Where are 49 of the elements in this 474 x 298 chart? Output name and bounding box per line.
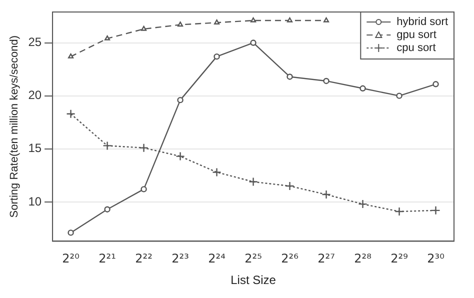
point bbox=[102, 141, 112, 150]
point bbox=[178, 22, 184, 27]
point bbox=[140, 186, 147, 192]
legend-label: hybrid sort bbox=[396, 16, 448, 28]
point bbox=[431, 206, 440, 216]
legend-label: cpu sort bbox=[396, 42, 436, 54]
x-tick-label: 2²⁶ bbox=[281, 252, 299, 266]
point bbox=[250, 40, 256, 46]
point bbox=[66, 109, 76, 118]
x-tick-label: 2³⁰ bbox=[427, 252, 445, 266]
point bbox=[250, 17, 256, 22]
x-axis-title: List Size bbox=[230, 273, 276, 288]
point bbox=[286, 74, 293, 80]
x-tick-label: 2²² bbox=[135, 252, 153, 266]
point bbox=[139, 143, 148, 152]
point bbox=[323, 78, 330, 84]
x-tick-label: 2²⁰ bbox=[62, 252, 80, 266]
point bbox=[358, 199, 368, 209]
x-tick-label: 2²⁷ bbox=[318, 252, 336, 266]
point bbox=[287, 17, 293, 22]
x-tick-label: 2²⁸ bbox=[354, 252, 372, 266]
point bbox=[212, 168, 222, 177]
y-tick-label: 10 bbox=[28, 194, 42, 208]
x-tick-label: 2²⁵ bbox=[244, 252, 262, 266]
point bbox=[141, 26, 147, 31]
x-tick-label: 2²⁴ bbox=[208, 252, 226, 266]
point bbox=[214, 53, 220, 60]
y-tick-label: 15 bbox=[28, 141, 42, 156]
x-tick-label: 2²³ bbox=[172, 252, 190, 266]
point bbox=[322, 190, 331, 200]
point bbox=[68, 230, 74, 236]
point bbox=[394, 206, 404, 216]
point bbox=[360, 85, 366, 92]
point bbox=[104, 206, 110, 212]
y-tick-label: 20 bbox=[28, 88, 42, 102]
x-tick-label: 2²⁹ bbox=[390, 252, 408, 266]
point bbox=[396, 92, 402, 99]
point bbox=[285, 181, 294, 191]
x-tick-label: 2²¹ bbox=[98, 252, 116, 266]
point bbox=[176, 152, 185, 161]
point bbox=[432, 81, 439, 88]
point bbox=[324, 17, 330, 22]
y-axis-title: Sorting Rate(ten million keys/second) bbox=[8, 36, 21, 218]
legend-label: gpu sort bbox=[396, 29, 436, 42]
point bbox=[177, 96, 184, 104]
y-tick-label: 25 bbox=[28, 35, 42, 50]
point bbox=[248, 177, 258, 186]
point bbox=[68, 53, 74, 58]
point bbox=[104, 35, 110, 40]
